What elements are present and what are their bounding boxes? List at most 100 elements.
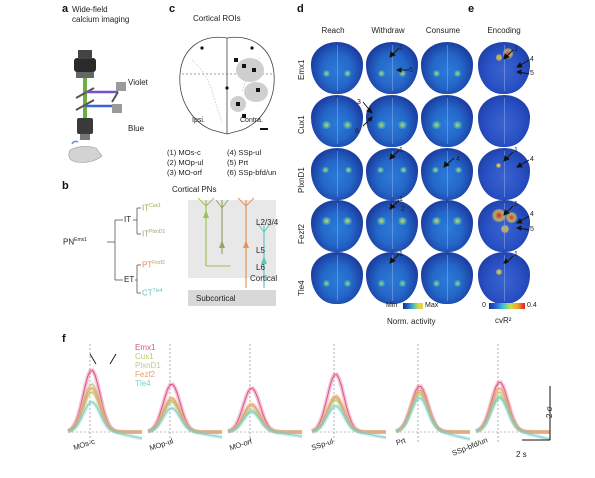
cortex-layer-box	[188, 200, 276, 278]
panel-a-title: Wide-field calcium imaging	[72, 5, 130, 24]
layer-l6: L6	[256, 263, 265, 272]
trace-panel-5	[395, 344, 471, 444]
panel-letter-b: b	[62, 180, 69, 192]
roi-6: (6) SSp-bfd/un	[227, 168, 277, 177]
panel-letter-e: e	[468, 3, 475, 15]
activity-map-tle4-consume	[421, 252, 473, 304]
row-plxnd1: PlxnD1	[297, 167, 306, 193]
panel-letter-a: a	[62, 3, 69, 15]
cbar-d	[403, 303, 423, 309]
trace-line-fezf2	[475, 387, 550, 433]
trace-line-tle4	[147, 407, 223, 438]
violet-label: Violet	[128, 78, 148, 87]
scale-x-label: 2 s	[516, 450, 527, 459]
et-label: ET	[124, 275, 135, 284]
roi-3: (3) MO-orf	[167, 168, 203, 177]
pn-neuron-schematic	[197, 197, 271, 288]
legend-plxnd1: PlxnD1	[135, 361, 161, 370]
activity-map-emx1-reach	[311, 42, 363, 94]
ann-d-3: 3	[357, 99, 361, 106]
roi-1: (1) MOs-c	[167, 148, 201, 157]
trace-line-tle4	[475, 397, 551, 440]
cbar-e	[489, 303, 525, 309]
legend-cux1: Cux1	[135, 352, 154, 361]
contra-label: Contra.	[240, 117, 263, 124]
leaf-it-plxnd1: ITPlxnD1	[142, 229, 165, 239]
leaf-pt-fezf2-sup: Fezf2	[152, 260, 165, 266]
col-withdraw: Withdraw	[371, 26, 405, 35]
ann-e-5c: 5	[530, 226, 534, 233]
row-tle4: Tle4	[297, 280, 306, 296]
cbar-d-max: Max	[425, 302, 439, 309]
trace-line-fezf2	[395, 389, 470, 433]
activity-map-cux1-withdraw	[366, 95, 418, 147]
ann-e-5: 5	[530, 70, 534, 77]
panel-e-arrows	[503, 49, 530, 264]
dorsal-cortex-roi-map	[179, 36, 275, 135]
leaf-ct-tle4-base: CT	[142, 288, 153, 298]
widefield-setup-diagram	[68, 50, 126, 163]
cortical-label: Cortical	[250, 274, 278, 283]
leaf-it-cux1: ITCux1	[142, 203, 161, 213]
ann-e-4: 4	[530, 56, 534, 63]
roi-5: (5) Prt	[227, 158, 249, 167]
row-cux1: Cux1	[297, 115, 306, 134]
activity-map-emx1-consume	[421, 42, 473, 94]
trace-arrow	[109, 353, 117, 365]
ann-d-1d: 1	[399, 251, 403, 258]
col-reach: Reach	[321, 26, 345, 35]
cortical-pns-title: Cortical PNs	[172, 185, 217, 194]
trace-line-fezf2	[147, 397, 222, 433]
scale-y-label: 2 σ	[545, 406, 554, 418]
trace-line-fezf2	[67, 387, 142, 433]
legend-emx1: Emx1	[135, 343, 156, 352]
activity-map-tle4-reach	[311, 252, 363, 304]
encoding-map-cux1	[478, 95, 530, 147]
leaf-it-cux1-base: IT	[142, 203, 150, 213]
ann-e-1c: 1	[514, 201, 518, 208]
encoding-title: Encoding	[487, 26, 521, 35]
trace-line-tle4	[311, 405, 387, 439]
layer-l234: L2/3/4	[256, 218, 279, 227]
legend-tle4: Tle4	[135, 379, 151, 388]
it-label: IT	[124, 215, 132, 224]
ann-d-1c: 1	[399, 196, 403, 203]
trace-legend: Emx1 Cux1 PlxnD1 Fezf2 Tle4	[135, 343, 161, 388]
panel-letter-d: d	[297, 3, 304, 15]
cbar-e-label: cvR²	[495, 316, 512, 325]
leaf-it-plxnd1-base: IT	[142, 229, 150, 239]
ann-d-5: 5	[409, 67, 413, 74]
panel-letter-f: f	[62, 333, 66, 345]
ann-d-6: 6	[355, 128, 359, 135]
ann-e-4b: 4	[530, 156, 534, 163]
pn-root-base: PN	[63, 237, 75, 247]
roi-trace-plots	[67, 344, 551, 444]
pn-tree-lines	[107, 207, 141, 294]
activity-map-plxnd1-consume	[421, 148, 473, 200]
activity-map-fezf2-reach	[311, 200, 363, 252]
ann-e-1b: 1	[514, 147, 518, 154]
leaf-pt-fezf2-base: PT	[142, 260, 153, 270]
trace-panel-6	[475, 344, 551, 444]
ann-e-4c: 4	[530, 211, 534, 218]
leaf-ct-tle4-sup: Tle4	[152, 288, 163, 294]
cbar-d-label: Norm. activity	[387, 317, 436, 326]
trace-panel-2	[147, 344, 223, 444]
trace-line-tle4	[67, 401, 143, 439]
leaf-ct-tle4: CTTle4	[142, 288, 162, 298]
trace-panel-1	[67, 344, 143, 444]
activity-map-cux1-consume	[421, 95, 473, 147]
trace-arrow	[89, 353, 97, 365]
ipsi-label: Ipsi.	[192, 117, 205, 124]
trace-panel-3	[227, 344, 303, 444]
cbar-d-min: Min	[386, 302, 398, 309]
subcortical-label: Subcortical	[196, 294, 236, 303]
encoding-map-emx1	[478, 42, 530, 94]
activity-map-plxnd1-reach	[311, 148, 363, 200]
leaf-it-cux1-sup: Cux1	[149, 203, 161, 209]
ann-d-1b: 1	[399, 147, 403, 154]
panel-letter-c: c	[169, 3, 176, 15]
col-consume: Consume	[425, 26, 461, 35]
activity-map-emx1-withdraw	[366, 42, 418, 94]
encoding-map-tle4	[478, 252, 530, 304]
